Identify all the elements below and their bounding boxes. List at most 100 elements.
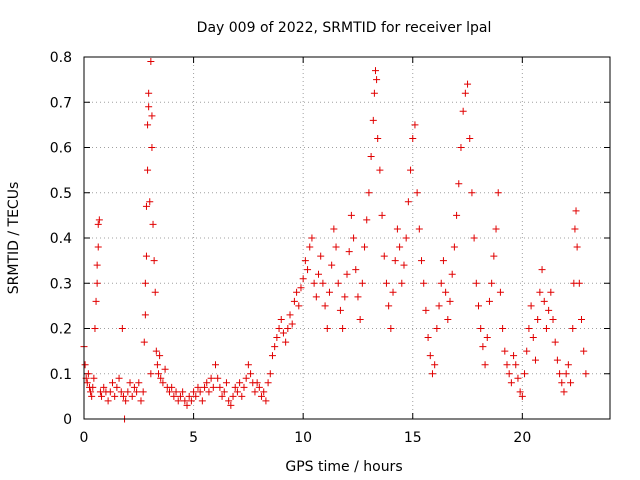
- data-point: [201, 383, 209, 391]
- data-point: [483, 334, 491, 342]
- data-point: [231, 383, 239, 391]
- data-point: [240, 383, 248, 391]
- data-point: [279, 329, 287, 337]
- data-point: [376, 166, 384, 174]
- data-point: [130, 383, 138, 391]
- x-tick-label: 5: [189, 430, 198, 446]
- data-point: [512, 361, 520, 369]
- data-point: [244, 361, 252, 369]
- data-point: [260, 388, 268, 396]
- data-point: [128, 392, 136, 400]
- data-point: [488, 279, 496, 287]
- data-point: [549, 315, 557, 323]
- data-point: [282, 338, 290, 346]
- data-point: [317, 252, 325, 260]
- data-point: [341, 293, 349, 301]
- data-point: [315, 270, 323, 278]
- data-point: [547, 288, 555, 296]
- data-point: [439, 257, 447, 265]
- data-point: [95, 216, 103, 224]
- data-point: [293, 288, 301, 296]
- data-point: [94, 220, 102, 228]
- data-point: [149, 220, 157, 228]
- data-point: [356, 315, 364, 323]
- data-point: [151, 288, 159, 296]
- data-point: [220, 388, 228, 396]
- data-point: [84, 370, 92, 378]
- data-point: [415, 225, 423, 233]
- data-point: [431, 361, 439, 369]
- data-point: [466, 134, 474, 142]
- data-point: [205, 388, 213, 396]
- data-point: [424, 334, 432, 342]
- data-point: [437, 279, 445, 287]
- y-tick-label: 0: [63, 412, 72, 428]
- data-point: [247, 370, 255, 378]
- data-point: [242, 374, 250, 382]
- data-point: [396, 243, 404, 251]
- data-point: [218, 392, 226, 400]
- data-point: [92, 297, 100, 305]
- data-point: [93, 279, 101, 287]
- data-point: [420, 279, 428, 287]
- data-point: [111, 392, 119, 400]
- data-point: [358, 279, 366, 287]
- data-point: [529, 334, 537, 342]
- data-point: [562, 370, 570, 378]
- data-point: [145, 103, 153, 111]
- data-point: [255, 383, 263, 391]
- y-tick-label: 0.4: [50, 231, 72, 247]
- data-point: [325, 288, 333, 296]
- data-point: [428, 370, 436, 378]
- data-point: [534, 315, 542, 323]
- data-point: [334, 279, 342, 287]
- data-point: [501, 347, 509, 355]
- data-point: [339, 325, 347, 332]
- data-point: [90, 374, 98, 382]
- data-point: [542, 325, 550, 332]
- data-point: [536, 288, 544, 296]
- data-point: [370, 89, 378, 97]
- data-point: [572, 207, 580, 215]
- y-tick-label: 0.1: [50, 367, 72, 383]
- data-point: [170, 392, 178, 400]
- data-point: [453, 211, 461, 219]
- data-point: [569, 325, 577, 332]
- data-point: [176, 392, 184, 400]
- data-point: [323, 325, 331, 332]
- data-point: [510, 352, 518, 360]
- y-tick-label: 0.7: [50, 95, 72, 111]
- data-point: [343, 270, 351, 278]
- data-point: [514, 374, 522, 382]
- data-point: [393, 225, 401, 233]
- data-point: [380, 252, 388, 260]
- data-point: [553, 356, 561, 364]
- data-point: [446, 297, 454, 305]
- data-point: [523, 347, 531, 355]
- data-point: [400, 261, 408, 269]
- data-point: [119, 392, 127, 400]
- data-point: [304, 266, 312, 274]
- data-point: [455, 180, 463, 188]
- data-point: [83, 379, 91, 387]
- data-point: [345, 248, 353, 256]
- data-point: [560, 388, 568, 396]
- data-point: [225, 397, 233, 405]
- data-point: [330, 225, 338, 233]
- data-point: [373, 76, 381, 84]
- data-point: [411, 121, 419, 129]
- data-point: [124, 388, 132, 396]
- data-point: [363, 216, 371, 224]
- data-point: [227, 401, 235, 409]
- data-point: [91, 325, 99, 332]
- data-point: [332, 243, 340, 251]
- data-point: [350, 234, 358, 242]
- data-point: [306, 243, 314, 251]
- grid-lines: [84, 57, 610, 419]
- data-point: [433, 325, 441, 332]
- data-point: [89, 383, 97, 391]
- data-point: [450, 243, 458, 251]
- data-point: [288, 320, 296, 328]
- y-axis-label: SRMTID / TECUs: [6, 182, 22, 295]
